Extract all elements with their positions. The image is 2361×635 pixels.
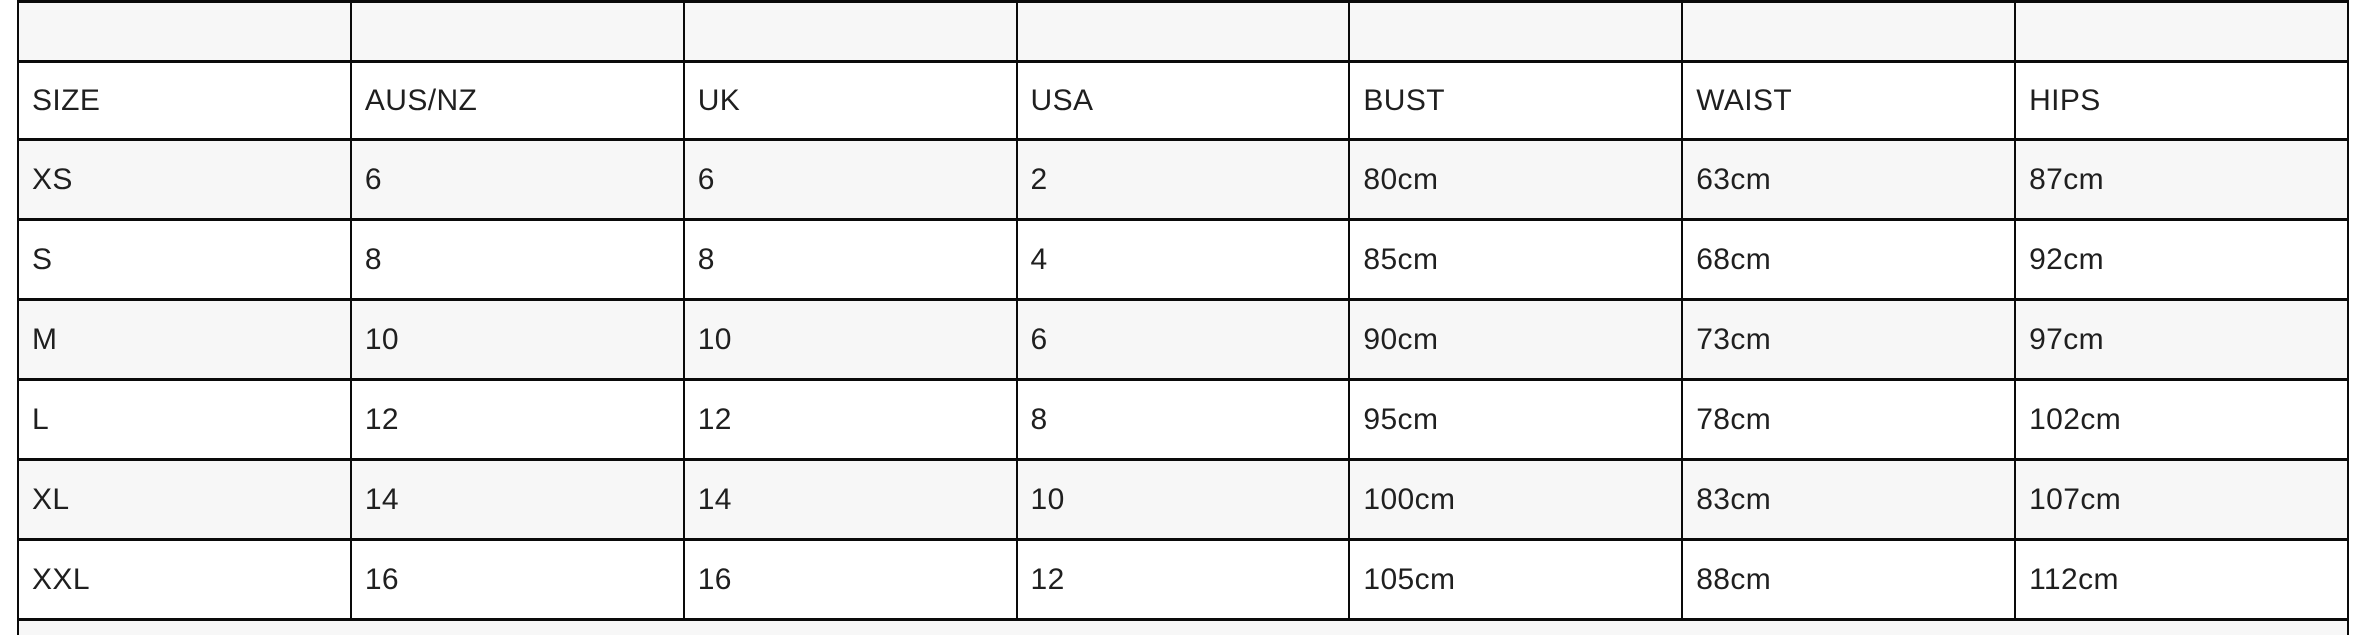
header-cell-size: SIZE <box>17 60 352 141</box>
value-cell: 105cm <box>1348 538 1684 621</box>
size-row-s: S 8 8 4 85cm 68cm 92cm <box>17 218 2349 301</box>
value-cell: 100cm <box>1348 458 1684 541</box>
value-cell: 102cm <box>2014 378 2349 461</box>
size-chart-table: SIZE AUS/NZ UK USA BUST WAIST HIPS XS 6 … <box>17 0 2349 635</box>
header-row: SIZE AUS/NZ UK USA BUST WAIST HIPS <box>17 60 2349 141</box>
value-cell: 97cm <box>2014 298 2349 381</box>
empty-cell <box>1015 0 1351 63</box>
value-cell: 85cm <box>1348 218 1684 301</box>
value-cell: 6 <box>682 138 1018 221</box>
value-cell: 6 <box>1015 298 1351 381</box>
value-cell: 92cm <box>2014 218 2349 301</box>
value-cell: 78cm <box>1681 378 2017 461</box>
value-cell: 10 <box>1015 458 1351 541</box>
value-cell: 8 <box>1015 378 1351 461</box>
value-cell: 6 <box>349 138 685 221</box>
value-cell: 107cm <box>2014 458 2349 541</box>
empty-cell <box>1348 0 1684 63</box>
size-row-l: L 12 12 8 95cm 78cm 102cm <box>17 378 2349 461</box>
value-cell: 16 <box>682 538 1018 621</box>
size-chart-widget: SIZE AUS/NZ UK USA BUST WAIST HIPS XS 6 … <box>17 0 2349 635</box>
value-cell: 8 <box>682 218 1018 301</box>
header-cell-ausnz: AUS/NZ <box>349 60 685 141</box>
empty-cell <box>2014 0 2349 63</box>
size-label-cell: XS <box>17 138 352 221</box>
header-cell-waist: WAIST <box>1681 60 2017 141</box>
value-cell: 87cm <box>2014 138 2349 221</box>
value-cell: 83cm <box>1681 458 2017 541</box>
header-cell-hips: HIPS <box>2014 60 2349 141</box>
value-cell: 14 <box>682 458 1018 541</box>
value-cell: 80cm <box>1348 138 1684 221</box>
size-row-xxl: XXL 16 16 12 105cm 88cm 112cm <box>17 538 2349 621</box>
value-cell: 14 <box>349 458 685 541</box>
size-row-xl: XL 14 14 10 100cm 83cm 107cm <box>17 458 2349 541</box>
size-label-cell: S <box>17 218 352 301</box>
value-cell: 63cm <box>1681 138 2017 221</box>
value-cell: 2 <box>1015 138 1351 221</box>
size-label-cell: XXL <box>17 538 352 621</box>
value-cell: 12 <box>1015 538 1351 621</box>
value-cell: 10 <box>349 298 685 381</box>
empty-top-row <box>17 0 2349 63</box>
value-cell: 12 <box>349 378 685 461</box>
size-row-xs: XS 6 6 2 80cm 63cm 87cm <box>17 138 2349 221</box>
value-cell: 73cm <box>1681 298 2017 381</box>
clipped-next-row <box>17 618 2349 635</box>
size-label-cell: L <box>17 378 352 461</box>
empty-cell <box>349 0 685 63</box>
header-cell-usa: USA <box>1015 60 1351 141</box>
value-cell: 88cm <box>1681 538 2017 621</box>
value-cell: 68cm <box>1681 218 2017 301</box>
empty-cell <box>17 0 352 63</box>
value-cell: 8 <box>349 218 685 301</box>
value-cell: 4 <box>1015 218 1351 301</box>
empty-cell <box>1681 0 2017 63</box>
header-cell-bust: BUST <box>1348 60 1684 141</box>
value-cell: 12 <box>682 378 1018 461</box>
empty-cell <box>682 0 1018 63</box>
size-label-cell: XL <box>17 458 352 541</box>
value-cell: 90cm <box>1348 298 1684 381</box>
value-cell: 112cm <box>2014 538 2349 621</box>
value-cell: 10 <box>682 298 1018 381</box>
value-cell: 95cm <box>1348 378 1684 461</box>
clipped-cell <box>17 618 2349 635</box>
size-row-m: M 10 10 6 90cm 73cm 97cm <box>17 298 2349 381</box>
header-cell-uk: UK <box>682 60 1018 141</box>
value-cell: 16 <box>349 538 685 621</box>
size-label-cell: M <box>17 298 352 381</box>
